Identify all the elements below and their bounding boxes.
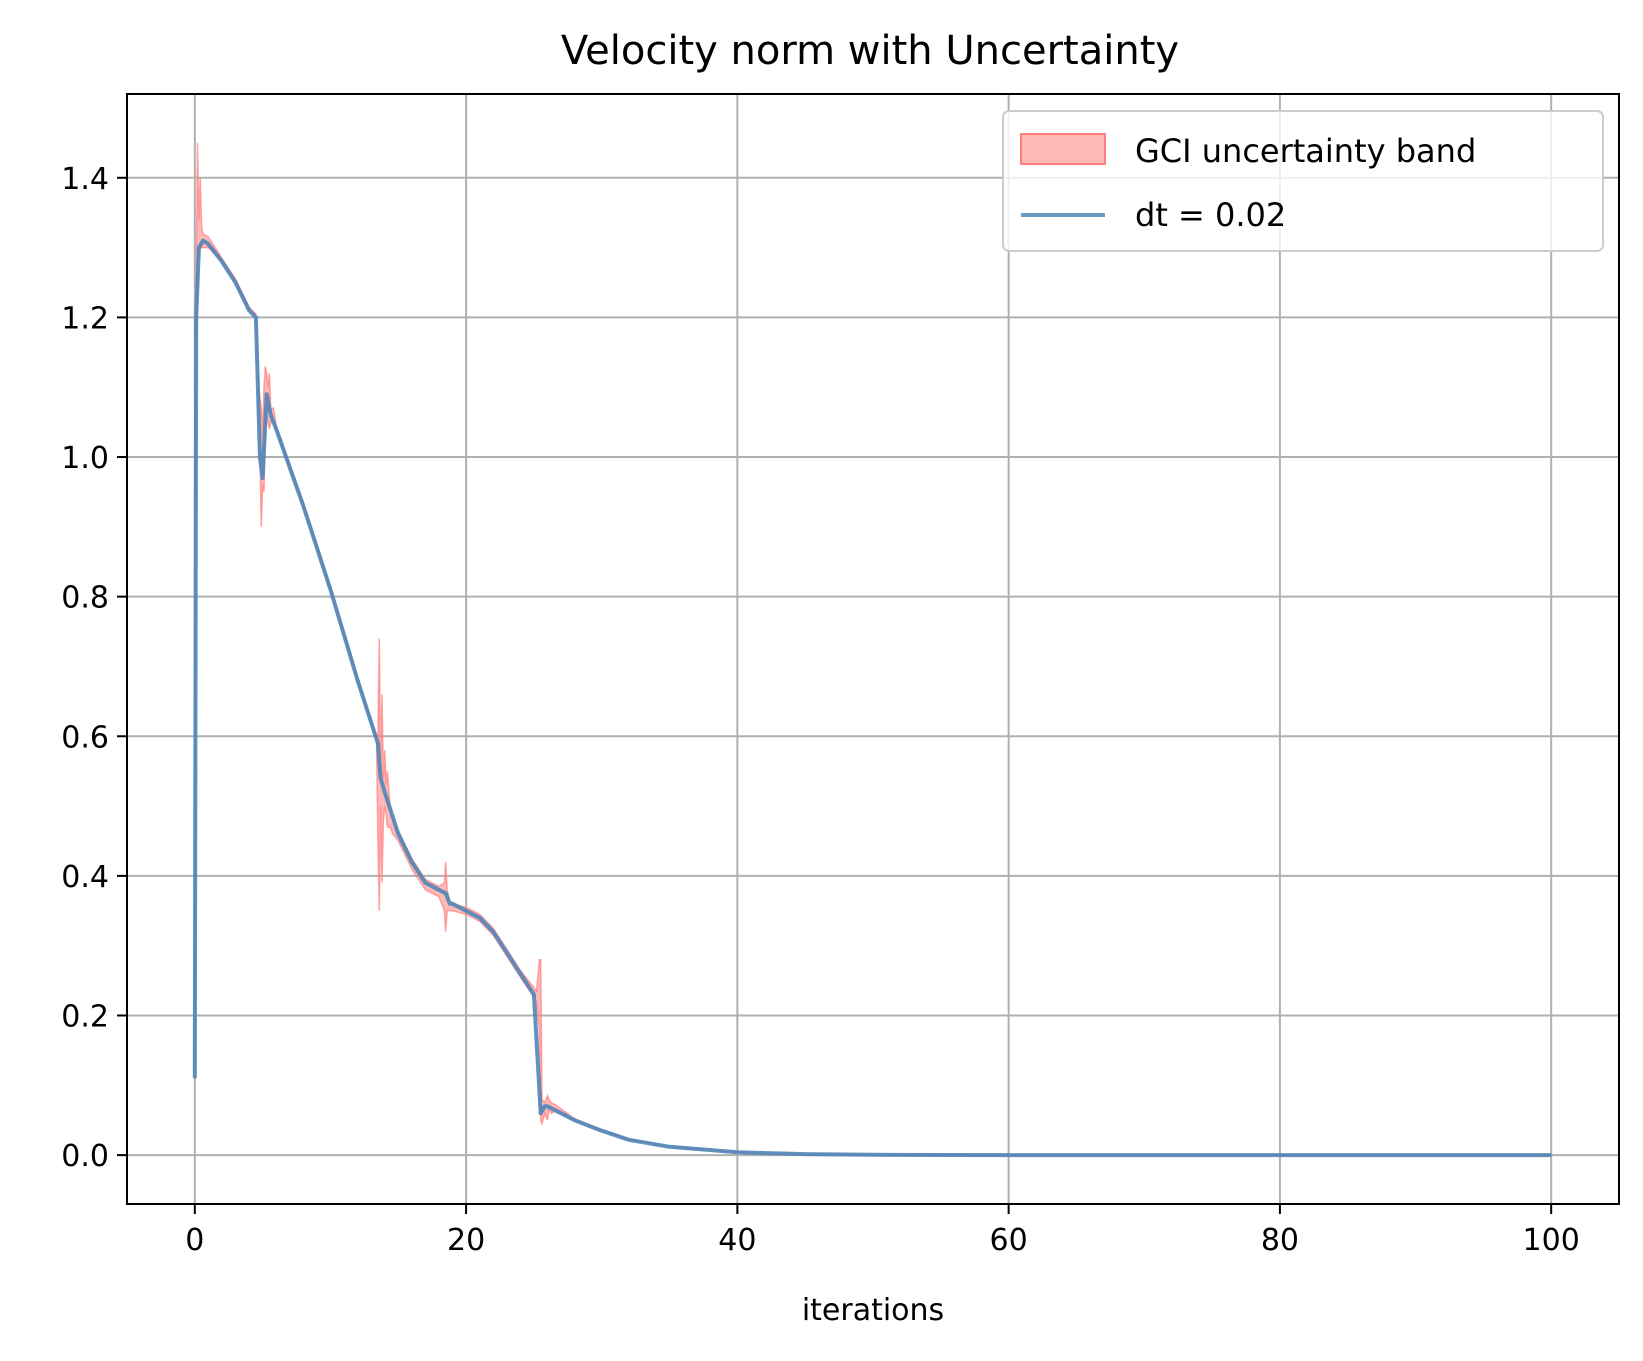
- chart-title: Velocity norm with Uncertainty: [561, 28, 1179, 74]
- x-axis-ticks: 0 20 40 60 80 100: [185, 1204, 1580, 1258]
- series-path: [192, 238, 1552, 1158]
- y-tick-label: 0.8: [61, 581, 109, 616]
- series-line: [192, 238, 1552, 1158]
- y-tick-label: 0.0: [61, 1139, 109, 1174]
- y-tick-label: 0.2: [61, 1000, 109, 1035]
- legend-label-band: GCI uncertainty band: [1135, 132, 1476, 170]
- x-tick-label: 40: [718, 1223, 756, 1258]
- legend-label-line: dt = 0.02: [1135, 196, 1286, 234]
- x-tick-label: 20: [447, 1223, 485, 1258]
- x-tick-label: 80: [1261, 1223, 1299, 1258]
- y-tick-label: 1.4: [61, 162, 109, 197]
- x-tick-label: 0: [185, 1223, 204, 1258]
- x-axis-label: iterations: [802, 1293, 944, 1328]
- legend: GCI uncertainty band dt = 0.02: [1002, 110, 1604, 252]
- legend-swatch-band: [1020, 133, 1106, 165]
- legend-frame: [1002, 110, 1604, 252]
- grid-lines: [127, 94, 1619, 1204]
- x-tick-label: 100: [1523, 1223, 1580, 1258]
- y-axis-ticks: 0.0 0.2 0.4 0.6 0.8 1.0 1.2 1.4: [61, 162, 127, 1174]
- x-tick-label: 60: [990, 1223, 1028, 1258]
- y-tick-label: 1.0: [61, 441, 109, 476]
- y-tick-label: 0.4: [61, 860, 109, 895]
- plot-frame: [126, 93, 1620, 1205]
- y-tick-label: 1.2: [61, 301, 109, 336]
- y-tick-label: 0.6: [61, 720, 109, 755]
